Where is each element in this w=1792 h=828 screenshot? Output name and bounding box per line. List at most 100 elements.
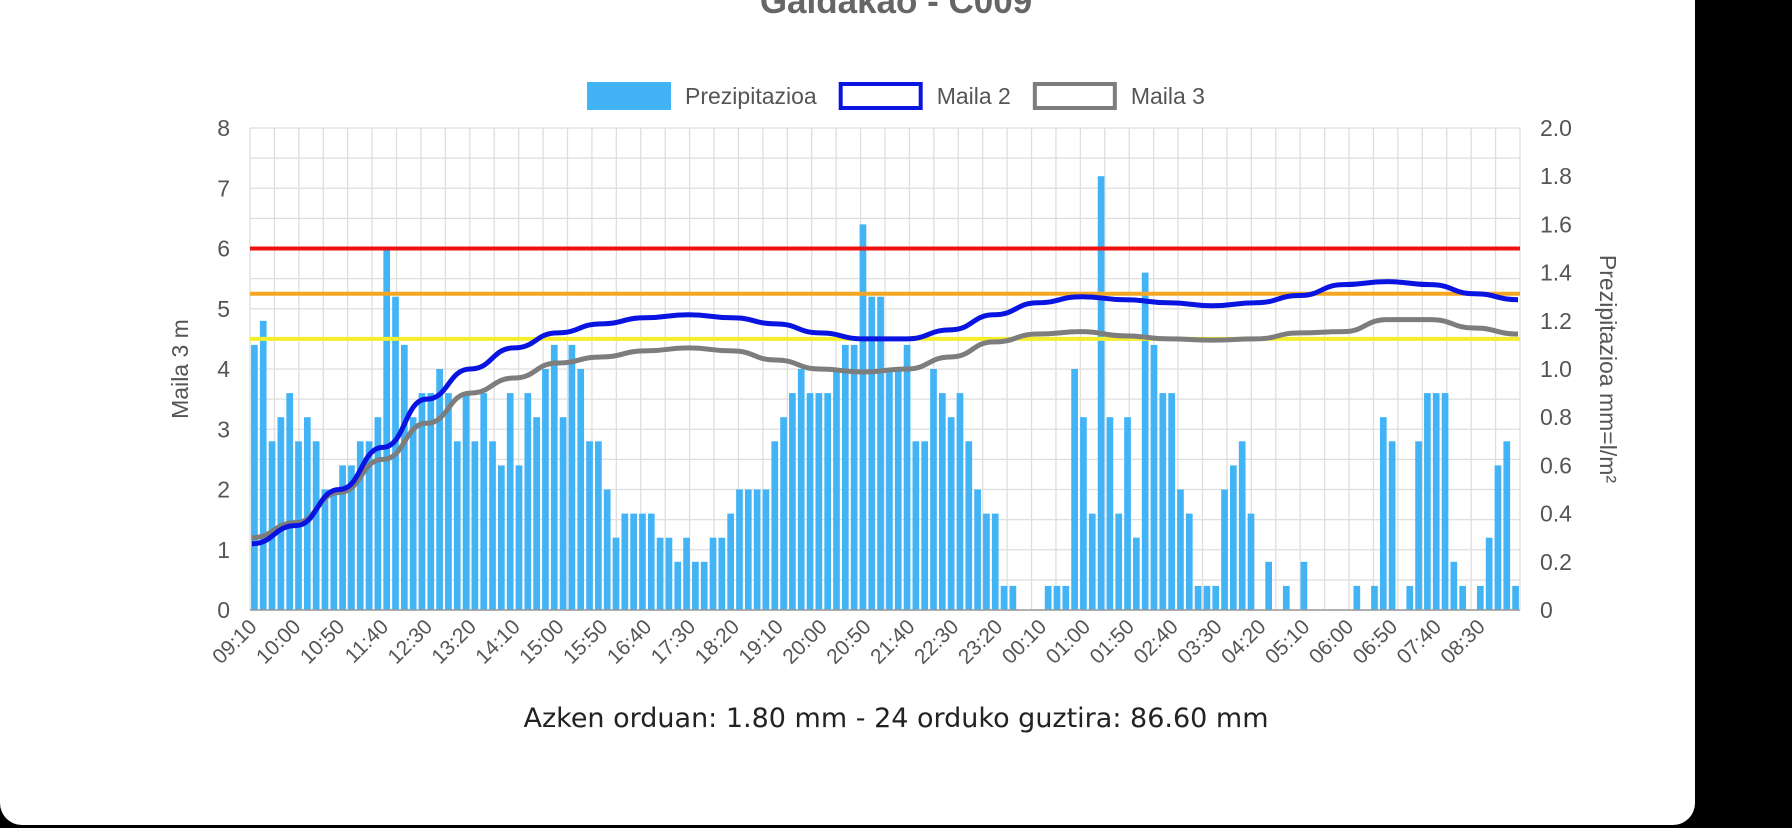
precip-bar [1415,441,1422,610]
precip-bar [1141,272,1149,610]
x-tick-label: 07:40 [1393,615,1446,668]
precip-bar [1150,344,1158,610]
precip-bar [1133,537,1140,610]
precip-bar [586,441,593,610]
precip-bar [1203,585,1211,610]
x-tick-label: 15:00 [515,615,568,668]
precip-bar [603,489,611,610]
precip-bar [1432,393,1440,610]
precip-bar [303,417,311,610]
x-tick-label: 04:20 [1217,615,1270,668]
precip-bar [1177,489,1184,610]
y-left-tick-label: 8 [217,115,230,141]
precip-bar [1115,513,1123,610]
precip-bar [1512,585,1519,610]
precip-bar [665,537,673,610]
precip-bar [841,344,849,610]
precip-bar [656,537,664,610]
precip-bar [445,393,452,610]
y-left-tick-label: 6 [217,236,230,262]
precip-bar [683,537,690,610]
precip-bar [780,417,787,610]
x-tick-label: 10:00 [252,615,305,668]
legend-label: Prezipitazioa [685,83,817,109]
precip-bar [268,441,276,610]
y-left-tick-label: 1 [217,537,230,563]
precip-bar [1388,441,1396,610]
chart-plot: 0 1 2 3 4 5 6 7 8 0 0.2 0.4 0.6 0.8 1.0 1.2 1.4 1.6 1.8 2.0… [167,82,1621,669]
precip-bar [1168,393,1175,610]
precip-bar [1494,465,1502,610]
x-tick-label: 20:00 [778,615,831,668]
precip-bar [771,441,779,610]
precip-bar [515,465,523,610]
precip-bar [1282,585,1290,610]
precip-bar [709,537,717,610]
y-right-axis-title: Prezipitazioa mm=l/m² [1595,255,1621,483]
y-right-tick-label: 0.4 [1540,501,1572,527]
precip-bar [533,417,540,610]
precip-bar [1000,585,1008,610]
legend-label: Maila 3 [1131,83,1205,109]
x-tick-label: 09:10 [208,615,261,668]
legend-swatch-maila-3 [1032,82,1117,110]
precip-bar [674,561,682,610]
precip-bar [1371,585,1378,610]
precip-bar [789,393,796,610]
precip-bar [692,561,699,610]
x-tick-label: 11:40 [341,615,393,667]
x-tick-label: 16:40 [603,615,656,668]
precip-bar [1194,585,1202,610]
precip-bar [894,369,902,610]
precip-bar [330,489,338,610]
precip-bar [903,344,911,610]
precip-bar [956,393,964,610]
precip-bar [647,513,655,610]
precip-bar [1080,417,1087,610]
precip-bar [859,224,867,610]
x-tick-label: 01:50 [1085,615,1138,668]
x-tick-label: 13:20 [427,615,480,668]
precip-bar [321,489,329,610]
precip-bar [1230,465,1237,610]
legend-swatch-prezipitazioa [587,82,672,110]
precip-bar [453,441,461,610]
precip-bar [965,441,973,610]
precip-bar [947,417,955,610]
summary-text: Azken orduan: 1.80 mm - 24 orduko guztir… [523,703,1269,734]
x-tick-label: 12:30 [384,615,437,668]
precip-bar [1221,489,1228,610]
x-tick-label: 18:20 [691,615,744,668]
precip-bar [418,393,426,610]
precip-bar [480,393,488,610]
precip-bar [850,344,858,610]
precip-bar [833,369,840,610]
precip-bar [815,393,823,610]
precip-bar [1503,441,1511,610]
precip-bar [1009,585,1017,610]
precip-bar [983,513,990,610]
y-right-tick-label: 0.2 [1540,549,1572,575]
precip-bar [409,417,417,610]
y-right-tick-label: 1.2 [1540,308,1572,334]
precip-bar [1450,561,1458,610]
maila-2-line [251,279,1519,547]
precip-bar [921,441,929,610]
y-right-tick-label: 1.0 [1540,356,1572,382]
precip-bar [1053,585,1061,610]
precip-bar [912,441,920,610]
precip-bar [1476,585,1484,610]
x-tick-label: 15:50 [559,615,612,668]
y-right-tick-label: 1.6 [1540,211,1572,237]
precip-bar [938,393,946,610]
legend-label: Maila 2 [937,83,1011,109]
x-tick-label: 05:10 [1261,615,1314,668]
precip-bar [365,441,373,610]
y-left-tick-label: 0 [217,597,230,623]
precip-bar [506,393,514,610]
precip-bar [1238,441,1246,610]
y-right-tick-label: 1.8 [1540,163,1572,189]
y-left-axis-title: Maila 3 m [167,319,193,419]
y-right-tick-label: 1.4 [1540,260,1572,286]
precip-bar [1300,561,1308,610]
